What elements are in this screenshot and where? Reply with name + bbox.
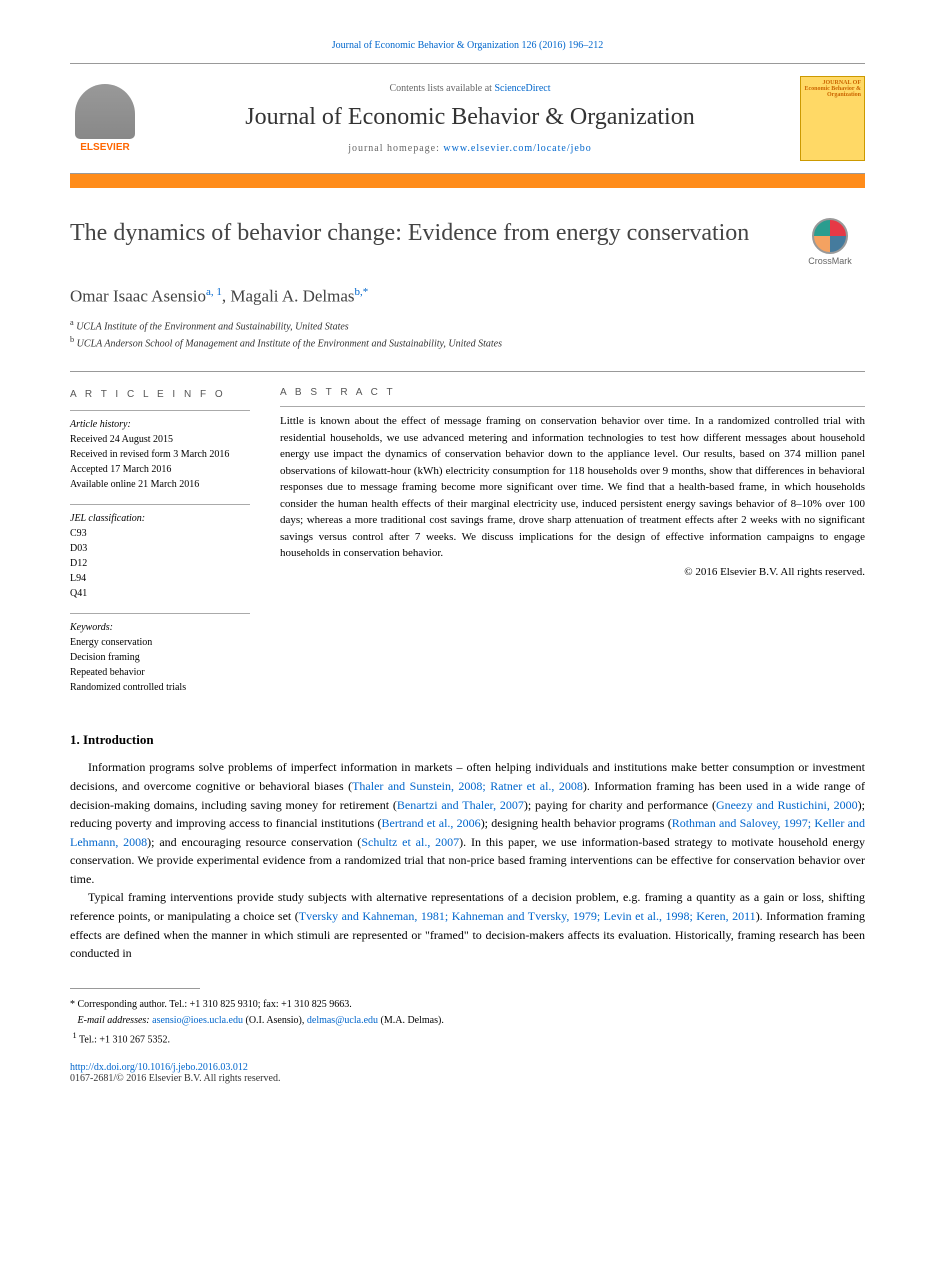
- text-run: ); and encouraging resource conservation…: [147, 835, 361, 849]
- history-line: Available online 21 March 2016: [70, 477, 250, 492]
- intro-para-1: Information programs solve problems of i…: [70, 758, 865, 888]
- crossmark-badge[interactable]: CrossMark: [795, 218, 865, 266]
- email-name: (O.I. Asensio),: [243, 1015, 307, 1026]
- history-line: Accepted 17 March 2016: [70, 462, 250, 477]
- article-title: The dynamics of behavior change: Evidenc…: [70, 218, 795, 249]
- keyword: Energy conservation: [70, 635, 250, 650]
- homepage-prefix: journal homepage:: [348, 143, 443, 154]
- author-2: Magali A. Delmas: [230, 287, 354, 306]
- tel-footnote: 1 Tel.: +1 310 267 5352.: [70, 1029, 865, 1048]
- issn-copyright: 0167-2681/© 2016 Elsevier B.V. All right…: [70, 1073, 865, 1084]
- journal-name: Journal of Economic Behavior & Organizat…: [155, 104, 785, 131]
- affiliation-a: UCLA Institute of the Environment and Su…: [76, 321, 349, 332]
- text-run: ); paying for charity and performance (: [524, 798, 716, 812]
- footnote-separator: [70, 988, 200, 989]
- corresponding-author-note: * Corresponding author. Tel.: +1 310 825…: [70, 997, 865, 1013]
- citation-link[interactable]: Benartzi and Thaler, 2007: [397, 798, 524, 812]
- journal-cover-thumbnail: JOURNAL OF Economic Behavior & Organizat…: [800, 76, 865, 161]
- citation-link[interactable]: Tversky and Kahneman, 1981; Kahneman and…: [299, 909, 756, 923]
- abstract-heading: A B S T R A C T: [280, 387, 865, 398]
- cover-title: JOURNAL OF Economic Behavior & Organizat…: [804, 80, 861, 98]
- citation-link[interactable]: Gneezy and Rustichini, 2000: [716, 798, 858, 812]
- affiliations: a UCLA Institute of the Environment and …: [70, 317, 865, 352]
- keyword: Randomized controlled trials: [70, 680, 250, 695]
- history-line: Received 24 August 2015: [70, 432, 250, 447]
- text-run: ); designing health behavior programs (: [481, 816, 672, 830]
- author-2-sup: b,*: [355, 286, 369, 298]
- citation-header: Journal of Economic Behavior & Organizat…: [70, 40, 865, 51]
- jel-code: D03: [70, 541, 250, 556]
- abstract-copyright: © 2016 Elsevier B.V. All rights reserved…: [280, 566, 865, 578]
- contents-available-line: Contents lists available at ScienceDirec…: [155, 83, 785, 94]
- citation-link[interactable]: Schultz et al., 2007: [361, 835, 459, 849]
- abstract-column: A B S T R A C T Little is known about th…: [280, 387, 865, 707]
- jel-code: Q41: [70, 586, 250, 601]
- affiliation-b: UCLA Anderson School of Management and I…: [77, 338, 502, 349]
- jel-code: D12: [70, 556, 250, 571]
- homepage-link[interactable]: www.elsevier.com/locate/jebo: [443, 143, 591, 154]
- abstract-text: Little is known about the effect of mess…: [280, 413, 865, 562]
- doi-link[interactable]: http://dx.doi.org/10.1016/j.jebo.2016.03…: [70, 1062, 248, 1073]
- article-info-column: A R T I C L E I N F O Article history: R…: [70, 387, 250, 707]
- history-line: Received in revised form 3 March 2016: [70, 447, 250, 462]
- elsevier-label: ELSEVIER: [80, 142, 129, 153]
- intro-para-2: Typical framing interventions provide st…: [70, 888, 865, 962]
- orange-divider-bar: [70, 174, 865, 188]
- authors-line: Omar Isaac Asensioa, 1, Magali A. Delmas…: [70, 286, 865, 307]
- elsevier-tree-icon: [75, 84, 135, 139]
- jel-label: JEL classification:: [70, 511, 250, 526]
- keywords-label: Keywords:: [70, 620, 250, 635]
- email-name: (M.A. Delmas).: [378, 1015, 444, 1026]
- citation-link[interactable]: Thaler and Sunstein, 2008; Ratner et al.…: [352, 779, 583, 793]
- article-info-heading: A R T I C L E I N F O: [70, 387, 250, 402]
- footnote-sup: 1: [73, 1031, 77, 1040]
- email-link[interactable]: delmas@ucla.edu: [307, 1015, 378, 1026]
- history-label: Article history:: [70, 417, 250, 432]
- keyword: Repeated behavior: [70, 665, 250, 680]
- jel-code: C93: [70, 526, 250, 541]
- tel-text: Tel.: +1 310 267 5352.: [79, 1034, 170, 1045]
- email-line: E-mail addresses: asensio@ioes.ucla.edu …: [70, 1013, 865, 1029]
- contents-prefix: Contents lists available at: [389, 83, 494, 94]
- author-1: Omar Isaac Asensio: [70, 287, 206, 306]
- email-link[interactable]: asensio@ioes.ucla.edu: [152, 1015, 243, 1026]
- doi-line: http://dx.doi.org/10.1016/j.jebo.2016.03…: [70, 1062, 865, 1073]
- citation-link[interactable]: Bertrand et al., 2006: [382, 816, 481, 830]
- footnotes: * Corresponding author. Tel.: +1 310 825…: [70, 997, 865, 1048]
- jel-code: L94: [70, 571, 250, 586]
- crossmark-label: CrossMark: [808, 256, 852, 266]
- crossmark-icon: [812, 218, 848, 254]
- journal-homepage-line: journal homepage: www.elsevier.com/locat…: [155, 143, 785, 154]
- elsevier-logo: ELSEVIER: [70, 79, 140, 159]
- email-label: E-mail addresses:: [78, 1015, 153, 1026]
- author-1-sup: a, 1: [206, 286, 222, 298]
- journal-header-box: ELSEVIER Contents lists available at Sci…: [70, 63, 865, 174]
- section-1-heading: 1. Introduction: [70, 732, 865, 748]
- keyword: Decision framing: [70, 650, 250, 665]
- sciencedirect-link[interactable]: ScienceDirect: [494, 83, 550, 94]
